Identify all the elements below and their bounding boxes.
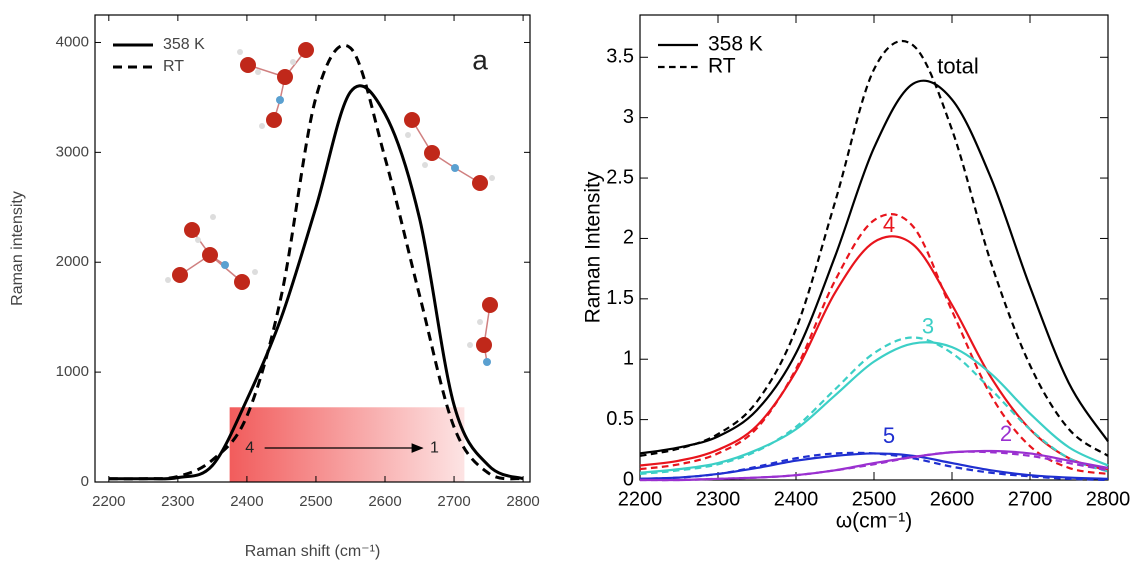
x-tick-label: 2700 bbox=[1008, 488, 1053, 510]
x-tick-label: 2500 bbox=[852, 488, 897, 510]
curve-label: 4 bbox=[883, 212, 895, 237]
x-tick-label: 2800 bbox=[1086, 488, 1131, 510]
y-tick-label: 4000 bbox=[56, 33, 89, 50]
curve-label: 3 bbox=[922, 313, 934, 338]
y-axis-label: Raman intensity bbox=[9, 191, 26, 306]
plot-frame bbox=[639, 14, 1109, 481]
y-tick-label: 1.5 bbox=[606, 287, 634, 309]
y-tick-label: 0 bbox=[623, 468, 634, 490]
x-tick-label: 2400 bbox=[230, 493, 263, 510]
molecule bbox=[237, 42, 314, 129]
y-tick-label: 3 bbox=[623, 106, 634, 128]
x-tick-label: 2300 bbox=[696, 488, 741, 510]
series-line bbox=[639, 213, 1109, 476]
series-line bbox=[108, 84, 524, 481]
x-tick-label: 2400 bbox=[774, 488, 819, 510]
molecules bbox=[165, 42, 498, 366]
y-tick-label: 3.5 bbox=[606, 46, 634, 68]
x-tick-label: 2600 bbox=[930, 488, 975, 510]
x-tick-label: 2700 bbox=[437, 493, 470, 510]
y-tick-label: 0.5 bbox=[606, 408, 634, 430]
panel: 2200 2300 2400 2500 2600 2700 2800 0 1000 2000 300… bbox=[9, 14, 540, 560]
annotation: 1 bbox=[430, 439, 439, 456]
x-tick-label: 2800 bbox=[506, 493, 539, 510]
plot-frame bbox=[94, 14, 531, 483]
x-axis-label: Raman shift (cm⁻¹) bbox=[245, 543, 381, 560]
series-line bbox=[639, 336, 1109, 476]
y-tick-label: 3000 bbox=[56, 143, 89, 160]
legend-label: 358 K bbox=[708, 33, 763, 56]
y-tick-label: 1 bbox=[623, 348, 634, 370]
series-line bbox=[639, 79, 1109, 455]
curve-label: total bbox=[937, 54, 979, 79]
y-tick-label: 2 bbox=[623, 227, 634, 249]
legend-label: RT bbox=[708, 55, 736, 78]
molecule bbox=[467, 297, 498, 366]
x-tick-label: 2200 bbox=[92, 493, 125, 510]
annotation: 4 bbox=[245, 439, 254, 456]
panel: 2200 2300 2400 2500 2600 2700 2800 0 0.5 1 1.5 2 2.5… bbox=[582, 14, 1131, 533]
highlight-region bbox=[229, 407, 465, 482]
series-line bbox=[639, 341, 1109, 474]
y-tick-label: 0 bbox=[81, 473, 89, 490]
x-tick-label: 2200 bbox=[618, 488, 663, 510]
series-line bbox=[108, 43, 524, 481]
y-tick-label: 2000 bbox=[56, 253, 89, 270]
x-tick-label: 2500 bbox=[299, 493, 332, 510]
curve-label: 2 bbox=[1000, 421, 1012, 446]
x-tick-label: 2300 bbox=[161, 493, 194, 510]
annotation: a bbox=[472, 44, 488, 75]
molecule bbox=[165, 214, 258, 290]
y-axis-label: Raman Intensity bbox=[582, 171, 605, 323]
x-tick-label: 2600 bbox=[368, 493, 401, 510]
y-tick-label: 1000 bbox=[56, 363, 89, 380]
legend-label: RT bbox=[163, 58, 184, 75]
series-line bbox=[639, 450, 1109, 482]
curve-label: 5 bbox=[883, 423, 895, 448]
molecule bbox=[404, 112, 495, 191]
series-line bbox=[639, 39, 1109, 457]
series-line bbox=[639, 451, 1109, 482]
y-tick-label: 2.5 bbox=[606, 166, 634, 188]
legend-label: 358 K bbox=[163, 36, 205, 53]
x-axis-label: ω(cm⁻¹) bbox=[836, 510, 912, 533]
